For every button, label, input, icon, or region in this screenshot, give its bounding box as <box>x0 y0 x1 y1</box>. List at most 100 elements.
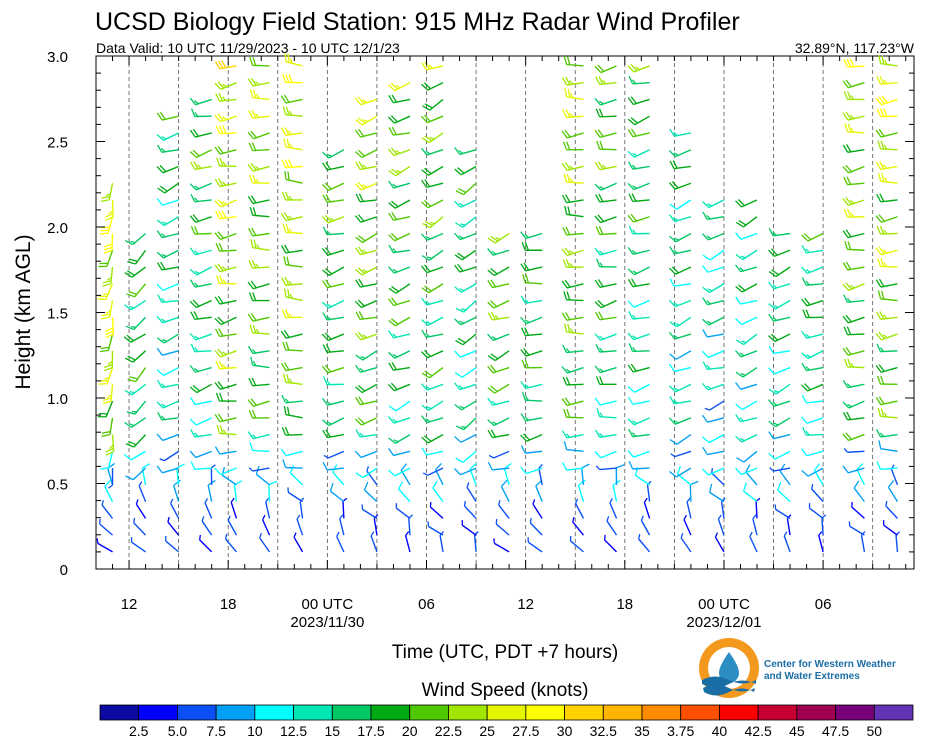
wind-barb <box>322 266 345 277</box>
wind-barb <box>487 333 510 342</box>
wind-barb <box>875 246 898 256</box>
wind-barb <box>322 161 345 171</box>
wind-barb <box>669 467 692 478</box>
wind-barb <box>594 182 617 191</box>
wind-barb <box>455 333 477 346</box>
colorbar-label: 10 <box>247 723 263 739</box>
wind-barb <box>563 56 584 67</box>
colorbar-title: Wind Speed (knots) <box>422 680 589 701</box>
wind-barb <box>709 483 725 503</box>
wind-barb <box>768 333 791 343</box>
wind-barb <box>214 446 237 455</box>
wind-barb <box>628 193 650 203</box>
wind-barb <box>339 514 345 536</box>
wind-barb <box>877 258 898 268</box>
wind-barb <box>388 199 411 209</box>
wind-barb <box>627 278 650 288</box>
wind-barb <box>268 480 278 502</box>
wind-barb <box>768 345 791 355</box>
wind-barb <box>594 299 617 309</box>
wind-barb <box>627 417 650 426</box>
wind-barb <box>818 531 824 553</box>
wind-barb <box>156 164 179 174</box>
wind-barb <box>421 114 444 124</box>
wind-barb <box>189 383 213 394</box>
wind-barb <box>595 465 617 471</box>
wind-barb <box>520 295 543 304</box>
y-tick-label: 0.5 <box>47 477 68 494</box>
wind-barb <box>355 149 378 159</box>
wind-barb <box>564 205 584 218</box>
wind-barb <box>100 451 114 470</box>
wind-barb <box>627 299 650 308</box>
wind-barb <box>388 400 411 412</box>
wind-barb <box>454 147 477 156</box>
wind-barb <box>561 279 584 289</box>
wind-barb <box>628 75 650 85</box>
x-tick-label: 00 UTC <box>302 596 354 613</box>
wind-barb <box>123 450 146 461</box>
colorbar-label: 47.5 <box>822 723 849 739</box>
wind-barb <box>421 249 444 261</box>
wind-barb <box>388 244 411 254</box>
wind-barb <box>627 363 650 373</box>
colorbar-label: 17.5 <box>357 723 384 739</box>
wind-barb <box>563 323 584 335</box>
wind-barb <box>354 450 378 459</box>
wind-barb <box>609 498 618 519</box>
wind-barb <box>702 297 725 306</box>
wind-barb <box>875 95 898 106</box>
colorbar-swatch <box>796 704 836 721</box>
wind-barb <box>322 397 345 406</box>
wind-barb <box>595 311 617 321</box>
wind-barb <box>248 409 270 419</box>
colorbar-label: 25 <box>479 723 495 739</box>
wind-barb <box>628 460 650 470</box>
wind-barb <box>669 232 692 243</box>
wind-barb <box>321 214 345 224</box>
wind-barb <box>454 199 477 208</box>
wind-barb <box>561 430 584 439</box>
wind-barb <box>561 162 584 171</box>
wind-barb <box>735 400 758 411</box>
wind-barb <box>561 194 584 204</box>
wind-barb <box>683 514 692 536</box>
wind-barb <box>595 193 617 203</box>
wind-barb <box>668 331 692 340</box>
y-tick-label: 0 <box>60 562 68 579</box>
wind-barb <box>669 395 692 405</box>
wind-barb <box>259 533 271 553</box>
wind-barb <box>500 479 510 502</box>
wind-barb <box>215 242 237 252</box>
wind-barb <box>875 364 898 373</box>
wind-barb <box>156 216 179 227</box>
wind-barb <box>354 181 378 191</box>
colorbar-label: 30 <box>557 723 573 739</box>
wind-barb <box>388 448 411 457</box>
wind-barb <box>768 399 791 407</box>
wind-barb <box>387 266 411 274</box>
wind-barb <box>454 382 477 391</box>
wind-barb <box>156 198 179 206</box>
wind-barb <box>668 299 692 308</box>
wind-barb <box>190 225 212 235</box>
wind-barb <box>701 350 725 359</box>
wind-barb <box>801 297 824 307</box>
wind-barb <box>159 450 180 462</box>
wind-barb <box>329 482 345 503</box>
x-tick-label: 00 UTC <box>698 596 750 613</box>
wind-barb <box>421 179 444 189</box>
wind-barb <box>561 129 584 139</box>
wind-barb <box>734 467 758 476</box>
wind-barb <box>702 329 725 338</box>
wind-barb <box>395 503 411 519</box>
wind-barb <box>638 533 651 553</box>
wind-barb <box>283 373 303 386</box>
wind-barb <box>157 333 179 344</box>
wind-barb <box>156 379 179 389</box>
chart-title: UCSD Biology Field Station: 915 MHz Rada… <box>95 8 740 36</box>
wind-barb <box>669 350 692 360</box>
wind-barb <box>594 247 617 256</box>
wind-barb <box>520 433 543 442</box>
